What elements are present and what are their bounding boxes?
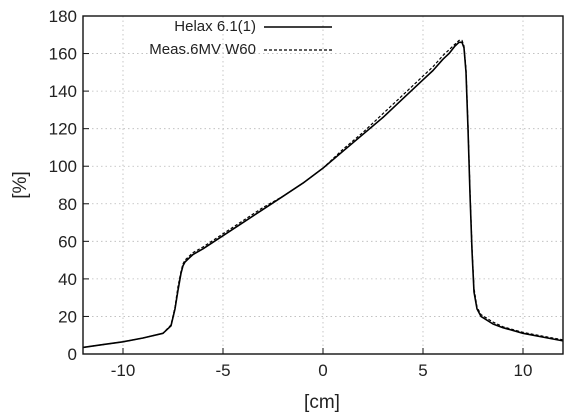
legend: Helax 6.1(1) Meas.6MV W60 bbox=[149, 18, 332, 58]
y-tick-label: 140 bbox=[49, 82, 77, 101]
x-tick-label: -10 bbox=[111, 361, 136, 380]
y-tick-label: 40 bbox=[58, 270, 77, 289]
x-tick-label: 10 bbox=[514, 361, 533, 380]
x-axis-title: [cm] bbox=[304, 392, 340, 413]
y-tick-label: 180 bbox=[49, 7, 77, 26]
series-layer bbox=[82, 39, 564, 349]
legend-label-series-2: Meas.6MV W60 bbox=[149, 41, 256, 58]
y-tick-label: 0 bbox=[68, 345, 77, 364]
y-axis-title: [%] bbox=[10, 171, 31, 198]
y-tick-label: 160 bbox=[49, 45, 77, 64]
grid bbox=[83, 15, 563, 355]
y-tick-label: 60 bbox=[58, 232, 77, 251]
plot-frame bbox=[82, 15, 564, 355]
y-tick-label: 120 bbox=[49, 120, 77, 139]
y-tick-label: 20 bbox=[58, 307, 77, 326]
legend-label-series-1: Helax 6.1(1) bbox=[174, 18, 256, 35]
series-line-2 bbox=[82, 39, 564, 348]
x-tick-label: -5 bbox=[215, 361, 230, 380]
y-tick-label: 80 bbox=[58, 195, 77, 214]
x-tick-label: 5 bbox=[418, 361, 427, 380]
x-tick-label: 0 bbox=[318, 361, 327, 380]
y-tick-label: 100 bbox=[49, 157, 77, 176]
